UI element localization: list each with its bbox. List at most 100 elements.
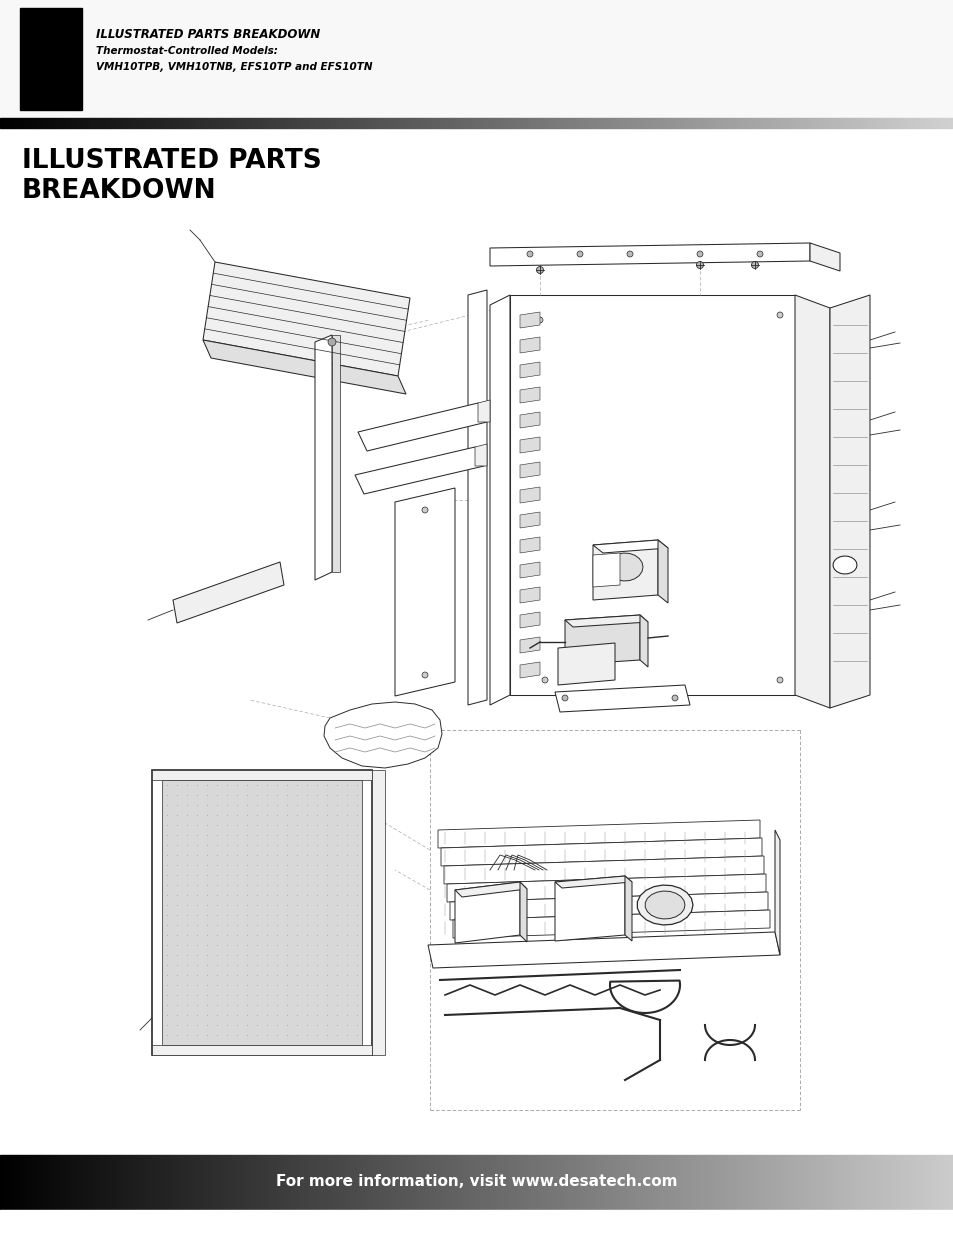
Bar (124, 1155, 127, 1210)
Bar (622, 1155, 626, 1210)
Bar (664, 119, 667, 128)
Polygon shape (490, 243, 809, 266)
Bar (610, 1155, 613, 1210)
Bar (899, 1155, 902, 1210)
Bar (343, 119, 346, 128)
Bar (851, 1155, 855, 1210)
Bar (305, 119, 308, 128)
Bar (193, 1155, 197, 1210)
Bar (639, 1155, 641, 1210)
Bar (76, 1155, 79, 1210)
Bar (677, 119, 679, 128)
Bar (67, 1155, 70, 1210)
Bar (143, 1155, 146, 1210)
Bar (441, 1155, 445, 1210)
Bar (489, 119, 493, 128)
Bar (508, 119, 512, 128)
Bar (464, 1155, 467, 1210)
Bar (432, 119, 436, 128)
Polygon shape (519, 312, 539, 329)
Bar (760, 1155, 762, 1210)
Bar (203, 119, 207, 128)
Bar (79, 1155, 83, 1210)
Bar (626, 119, 629, 128)
Bar (686, 1155, 689, 1210)
Bar (648, 119, 651, 128)
Bar (419, 1155, 422, 1210)
Polygon shape (510, 295, 794, 695)
Polygon shape (519, 882, 526, 942)
Bar (54, 1155, 57, 1210)
Bar (861, 119, 864, 128)
Bar (200, 119, 203, 128)
Bar (312, 1155, 314, 1210)
Bar (610, 119, 613, 128)
Bar (381, 1155, 384, 1210)
Bar (562, 119, 565, 128)
Bar (870, 119, 874, 128)
Bar (162, 119, 165, 128)
Bar (880, 1155, 883, 1210)
Bar (108, 119, 112, 128)
Polygon shape (332, 335, 339, 572)
Bar (737, 119, 740, 128)
Bar (400, 1155, 403, 1210)
Bar (572, 1155, 575, 1210)
Bar (283, 119, 286, 128)
Bar (131, 1155, 133, 1210)
Bar (362, 119, 365, 128)
Bar (839, 1155, 841, 1210)
Bar (645, 1155, 648, 1210)
Bar (41, 119, 45, 128)
Bar (289, 119, 293, 128)
Bar (660, 119, 664, 128)
Bar (756, 119, 760, 128)
Polygon shape (395, 488, 455, 697)
Bar (146, 1155, 150, 1210)
Bar (521, 1155, 524, 1210)
Bar (321, 119, 324, 128)
Bar (238, 119, 241, 128)
Bar (112, 119, 114, 128)
Bar (801, 1155, 803, 1210)
Bar (664, 1155, 667, 1210)
Bar (331, 119, 334, 128)
Bar (232, 119, 235, 128)
Bar (229, 1155, 232, 1210)
Bar (861, 1155, 864, 1210)
Bar (753, 119, 756, 128)
Bar (48, 1155, 51, 1210)
Bar (731, 119, 734, 128)
Bar (451, 119, 455, 128)
Polygon shape (607, 553, 642, 580)
Polygon shape (468, 290, 486, 705)
Bar (899, 119, 902, 128)
Polygon shape (519, 662, 539, 678)
Bar (918, 119, 922, 128)
Bar (693, 1155, 696, 1210)
Bar (581, 1155, 584, 1210)
Bar (613, 119, 617, 128)
Bar (350, 119, 353, 128)
Bar (83, 1155, 86, 1210)
Bar (702, 1155, 705, 1210)
Bar (715, 1155, 718, 1210)
Bar (210, 119, 213, 128)
Bar (422, 119, 426, 128)
Bar (639, 119, 641, 128)
Bar (314, 119, 317, 128)
Polygon shape (644, 890, 684, 919)
Bar (794, 1155, 798, 1210)
Bar (448, 1155, 451, 1210)
Bar (946, 119, 950, 128)
Polygon shape (671, 695, 678, 701)
Bar (651, 1155, 655, 1210)
Bar (476, 119, 479, 128)
Bar (864, 119, 867, 128)
Bar (102, 1155, 105, 1210)
Bar (712, 1155, 715, 1210)
Polygon shape (561, 695, 567, 701)
Bar (394, 119, 397, 128)
Bar (38, 119, 41, 128)
Bar (378, 119, 381, 128)
